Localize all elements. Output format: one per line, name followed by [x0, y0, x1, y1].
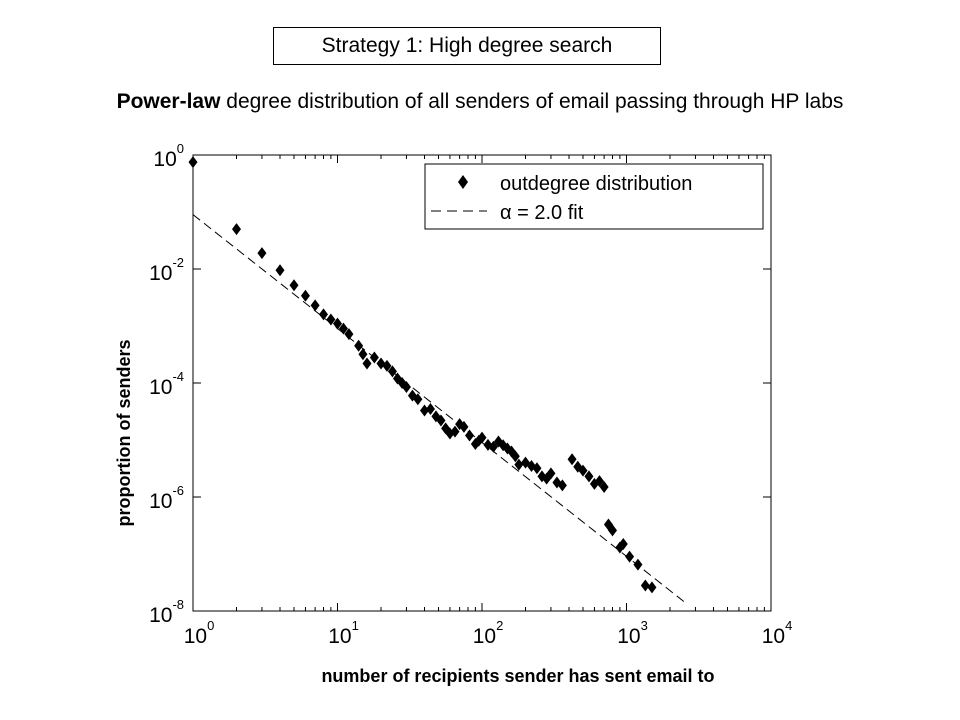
legend-diamond-marker: [458, 175, 468, 189]
legend-box: [424, 163, 764, 230]
data-point: [506, 445, 516, 458]
y-tick-label: 10-6: [149, 483, 184, 513]
data-point: [618, 537, 628, 550]
data-point: [387, 365, 397, 378]
data-point: [333, 317, 342, 330]
subtitle-text: degree distribution of all senders of em…: [220, 90, 844, 113]
data-point: [300, 289, 310, 302]
data-point: [275, 264, 285, 277]
x-tick-label: 100: [184, 618, 215, 648]
data-point: [625, 550, 635, 563]
data-point: [382, 359, 392, 372]
data-point: [188, 156, 198, 169]
data-point: [362, 357, 372, 370]
data-point: [584, 470, 594, 483]
data-point: [514, 458, 524, 471]
data-point: [546, 467, 556, 480]
data-point: [510, 450, 520, 463]
data-point: [358, 348, 368, 361]
x-tick-label: 103: [617, 618, 648, 648]
legend-label-fit: α = 2.0 fit: [500, 202, 584, 224]
data-point: [369, 351, 379, 364]
data-point: [557, 479, 567, 492]
data-point: [647, 581, 657, 594]
x-tick-label: 104: [762, 618, 793, 648]
data-point: [310, 299, 320, 312]
legend-label-outdegree: outdegree distribution: [500, 173, 692, 195]
data-point: [594, 475, 604, 488]
subtitle-emphasis: Power-law: [116, 90, 221, 113]
legend: outdegree distribution α = 2.0 fit: [424, 163, 764, 230]
data-point: [425, 402, 435, 415]
data-point: [231, 223, 241, 236]
data-point: [436, 414, 446, 427]
data-point: [318, 308, 328, 321]
data-point: [413, 393, 423, 406]
x-tick-label: 102: [473, 618, 504, 648]
chart-subtitle: Power-law degree distribution of all sen…: [0, 90, 960, 114]
data-point: [633, 558, 643, 571]
data-point: [477, 431, 487, 444]
data-point: [465, 429, 475, 442]
y-tick-label: 10-2: [149, 255, 184, 285]
data-points: [188, 156, 657, 594]
data-point: [599, 480, 609, 493]
axis-tick-labels: 100 101 102 103 104 100 10-2 10-4 10-6 10-8: [149, 141, 792, 648]
data-point: [401, 381, 411, 394]
data-point: [640, 579, 650, 592]
y-tick-label: 100: [153, 141, 184, 171]
data-point: [607, 524, 617, 537]
data-point: [532, 462, 542, 475]
data-point: [459, 420, 469, 433]
data-point: [450, 425, 460, 438]
data-point: [289, 279, 299, 292]
x-tick-label: 101: [328, 618, 359, 648]
data-point: [419, 404, 429, 417]
boxed-title: Strategy 1: High degree search: [273, 27, 661, 65]
fit-line: [192, 214, 687, 604]
data-point: [338, 322, 348, 335]
x-axis-label: number of recipients sender has sent ema…: [321, 666, 714, 686]
y-tick-label: 10-4: [149, 369, 184, 399]
data-point: [257, 247, 267, 260]
data-point: [354, 339, 364, 352]
data-point: [567, 453, 577, 466]
y-axis-label: proportion of senders: [114, 339, 134, 526]
data-point: [578, 464, 588, 477]
y-tick-label: 10-8: [149, 597, 184, 627]
data-point: [326, 313, 336, 326]
data-point: [344, 328, 354, 341]
